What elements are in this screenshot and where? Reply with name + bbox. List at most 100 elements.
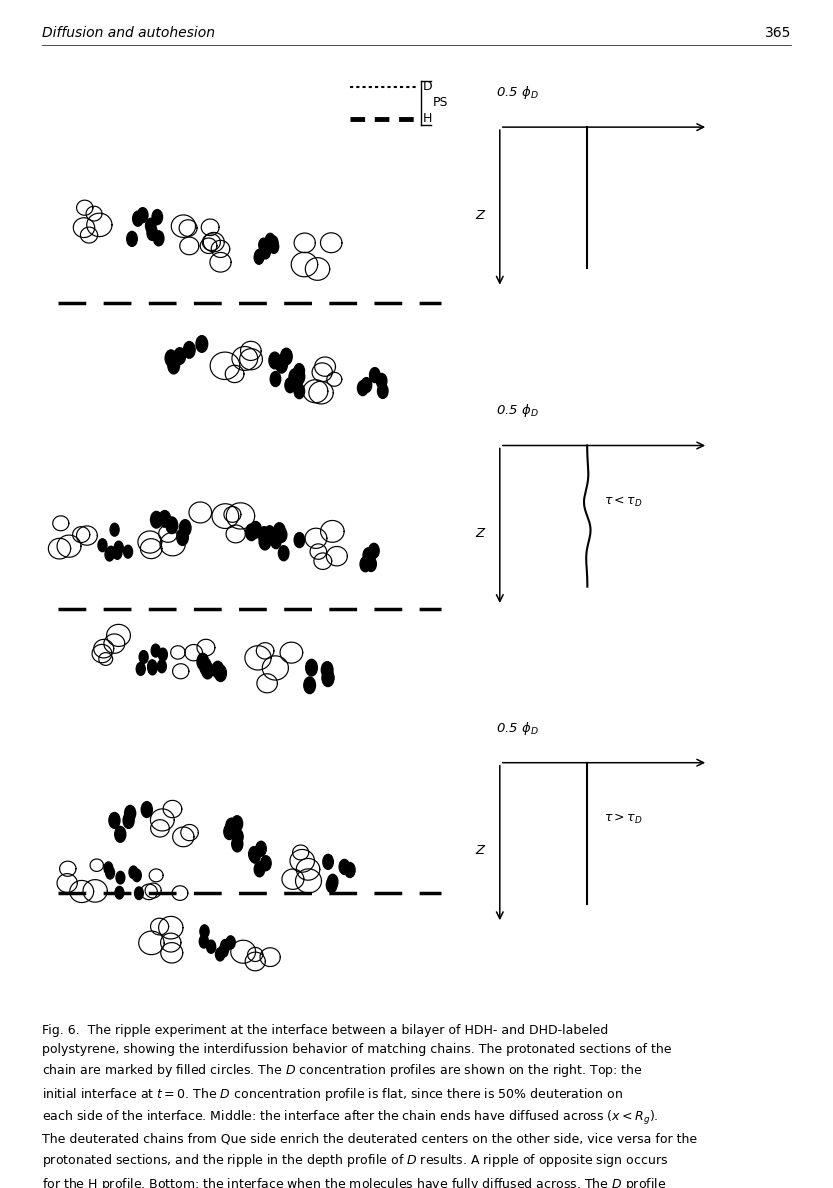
Text: 365: 365 xyxy=(765,26,791,40)
Circle shape xyxy=(104,862,112,874)
Circle shape xyxy=(146,219,156,233)
Text: D: D xyxy=(422,81,432,93)
Circle shape xyxy=(219,944,228,958)
Circle shape xyxy=(148,662,157,675)
Circle shape xyxy=(365,548,375,563)
Circle shape xyxy=(269,352,281,368)
Circle shape xyxy=(147,659,157,672)
Circle shape xyxy=(132,211,143,226)
Circle shape xyxy=(363,548,373,563)
Circle shape xyxy=(232,836,242,852)
Circle shape xyxy=(294,368,304,384)
Circle shape xyxy=(259,239,268,252)
Circle shape xyxy=(114,542,123,554)
Circle shape xyxy=(259,533,271,550)
Circle shape xyxy=(115,827,126,842)
Circle shape xyxy=(323,854,333,870)
Circle shape xyxy=(327,874,338,890)
Circle shape xyxy=(207,940,216,953)
Circle shape xyxy=(377,384,388,398)
Circle shape xyxy=(166,517,177,533)
Circle shape xyxy=(168,358,180,374)
Circle shape xyxy=(285,378,296,393)
Circle shape xyxy=(261,246,271,259)
Circle shape xyxy=(360,557,371,571)
Circle shape xyxy=(115,886,124,899)
Circle shape xyxy=(249,847,259,861)
Circle shape xyxy=(276,356,287,373)
Text: Diffusion and autohesion: Diffusion and autohesion xyxy=(42,26,215,40)
Circle shape xyxy=(377,373,387,388)
Circle shape xyxy=(123,813,134,828)
Circle shape xyxy=(147,226,157,240)
Text: $Z$: $Z$ xyxy=(475,527,486,541)
Circle shape xyxy=(250,522,262,538)
Text: $\tau < \tau_D$: $\tau < \tau_D$ xyxy=(604,494,642,508)
Circle shape xyxy=(255,249,264,263)
Circle shape xyxy=(322,670,334,687)
Text: $\tau > \tau_D$: $\tau > \tau_D$ xyxy=(604,811,642,826)
Circle shape xyxy=(258,526,270,543)
Circle shape xyxy=(306,659,317,676)
Circle shape xyxy=(294,364,305,379)
Text: $Z$: $Z$ xyxy=(475,845,486,858)
Circle shape xyxy=(269,240,279,253)
Circle shape xyxy=(109,813,120,828)
Circle shape xyxy=(271,533,282,549)
Circle shape xyxy=(196,336,207,353)
Circle shape xyxy=(268,236,278,249)
Circle shape xyxy=(264,526,275,541)
Circle shape xyxy=(183,342,195,359)
Circle shape xyxy=(200,658,212,675)
Circle shape xyxy=(107,546,116,560)
Circle shape xyxy=(226,936,235,949)
Text: PS: PS xyxy=(433,96,449,109)
Circle shape xyxy=(165,350,177,367)
Circle shape xyxy=(277,527,287,542)
Circle shape xyxy=(281,348,292,365)
Circle shape xyxy=(304,677,316,694)
Circle shape xyxy=(215,665,227,682)
Circle shape xyxy=(197,653,208,670)
Circle shape xyxy=(98,539,107,551)
Circle shape xyxy=(339,859,350,874)
Circle shape xyxy=(289,368,301,385)
Circle shape xyxy=(129,866,137,879)
Circle shape xyxy=(232,816,242,832)
Circle shape xyxy=(159,511,171,527)
Circle shape xyxy=(179,519,191,536)
Circle shape xyxy=(221,940,230,953)
Circle shape xyxy=(212,662,223,678)
Circle shape xyxy=(322,662,333,678)
Circle shape xyxy=(327,878,337,892)
Circle shape xyxy=(362,378,372,392)
Circle shape xyxy=(345,862,355,878)
Circle shape xyxy=(123,545,132,558)
Text: $Z$: $Z$ xyxy=(475,209,486,222)
Circle shape xyxy=(293,368,305,385)
Circle shape xyxy=(254,861,265,877)
Circle shape xyxy=(174,348,186,365)
Circle shape xyxy=(113,546,122,560)
Circle shape xyxy=(132,870,142,881)
Circle shape xyxy=(127,232,137,246)
Circle shape xyxy=(137,208,148,222)
Circle shape xyxy=(202,662,213,678)
Circle shape xyxy=(273,523,285,539)
Circle shape xyxy=(142,802,152,817)
Circle shape xyxy=(294,532,305,548)
Circle shape xyxy=(246,524,257,541)
Circle shape xyxy=(125,805,136,821)
Circle shape xyxy=(369,543,379,558)
Circle shape xyxy=(135,887,143,899)
Circle shape xyxy=(151,644,160,657)
Text: 0.5 $\phi_D$: 0.5 $\phi_D$ xyxy=(496,720,538,737)
Circle shape xyxy=(278,545,289,561)
Circle shape xyxy=(357,380,368,396)
Circle shape xyxy=(200,925,209,939)
Circle shape xyxy=(137,663,145,675)
Circle shape xyxy=(151,511,162,527)
Circle shape xyxy=(261,855,272,871)
Circle shape xyxy=(256,841,267,857)
Circle shape xyxy=(153,230,164,246)
